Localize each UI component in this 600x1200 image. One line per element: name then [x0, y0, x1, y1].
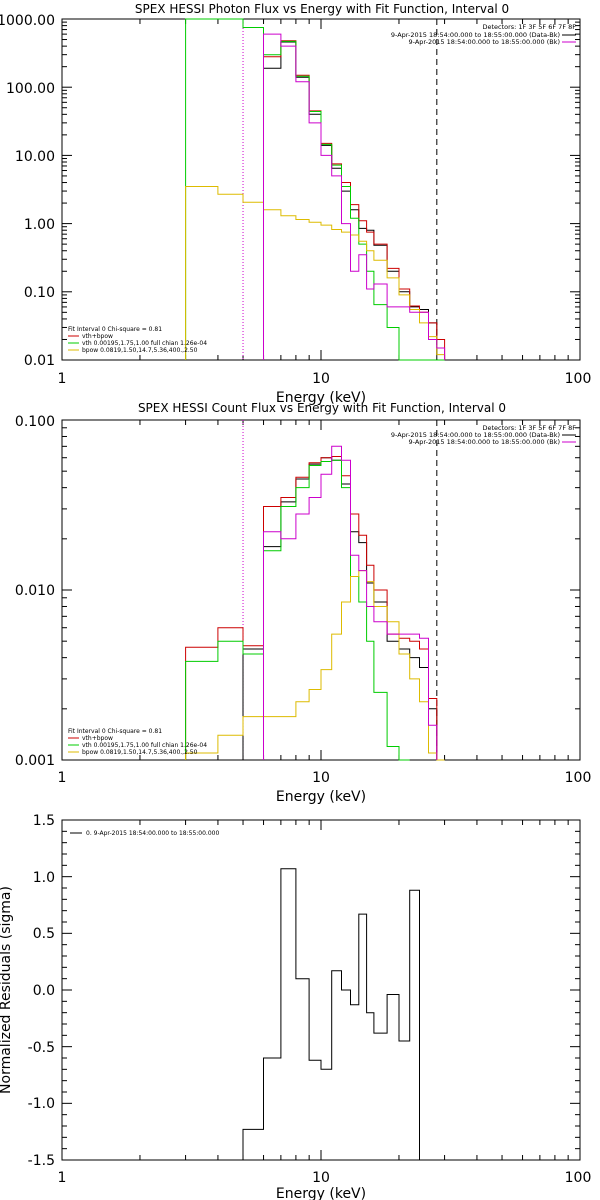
- y-tick-label: -0.5: [28, 1040, 55, 1056]
- total-fit-histogram: [185, 456, 438, 760]
- fit-interval-label: Fit Interval 0 Chi-square = 0.81: [68, 326, 162, 333]
- y-tick-label: 0.001: [15, 753, 55, 769]
- y-tick-label: 0.10: [24, 285, 55, 301]
- y-tick-label: 0.5: [33, 926, 55, 942]
- legend-entry-total: vth+bpow: [82, 333, 113, 340]
- y-tick-label: -1.5: [28, 1153, 55, 1169]
- y-tick-label: 1.0: [33, 870, 55, 886]
- panel3-legend: 0. 9-Apr-2015 18:54:00.000 to 18:55:00.0…: [70, 830, 219, 837]
- legend-entry-data: 9-Apr-2015 18:54:00.000 to 18:55:00.000 …: [391, 31, 560, 39]
- legend-entry-vth: vth 0.00195,1.75,1.00 full chian 1.26e-0…: [82, 742, 207, 749]
- panel2-x-axis-label: Energy (keV): [276, 789, 366, 805]
- panel1-x-tick-labels: 1 10 100: [58, 371, 592, 387]
- y-tick-label: 1.00: [24, 217, 55, 233]
- panel3-frame: [61, 819, 581, 1161]
- x-tick-label: 10: [312, 1170, 330, 1186]
- vth-fit-histogram: [185, 18, 445, 361]
- bpow-fit-histogram: [185, 186, 446, 360]
- legend-entry-data: 9-Apr-2015 18:54:00.000 to 18:55:00.000 …: [391, 431, 560, 439]
- bpow-fit-histogram: [185, 570, 445, 761]
- data-minus-bk-histogram: [242, 457, 438, 760]
- x-tick-label: 1: [58, 1170, 67, 1186]
- panel2-y-tick-labels: 0.001 0.010 0.100: [15, 414, 55, 769]
- legend-entry-bpow: bpow 0.0819,1.50,14.7,5.36,400.,2.50: [82, 347, 198, 354]
- panel3-series: [242, 868, 420, 1160]
- panel2-x-tick-labels: 1 10 100: [58, 770, 592, 786]
- panel2-title: SPEX HESSI Count Flux vs Energy with Fit…: [138, 401, 506, 415]
- background-histogram: [263, 445, 438, 760]
- y-tick-label: 100.00: [6, 81, 55, 97]
- x-tick-label: 10: [312, 371, 330, 387]
- count-flux-panel: SPEX HESSI Count Flux vs Energy with Fit…: [15, 401, 591, 805]
- residuals-panel: -1.5 -1.0 -0.5 0.0 0.5 1.0 1.5 1 10 100 …: [0, 813, 591, 1200]
- y-tick-label: 0.01: [24, 353, 55, 369]
- background-histogram: [263, 33, 446, 360]
- fit-interval-label: Fit Interval 0 Chi-square = 0.81: [68, 728, 162, 735]
- legend-entry-bk: 9-Apr-2015 18:54:00.000 to 18:55:00.000 …: [409, 438, 560, 446]
- panel1-x-axis-label: Energy (keV): [276, 390, 366, 406]
- panel1-legend-top-right: Detectors: 1F 3F 5F 6F 7F 8F 9-Apr-2015 …: [391, 23, 576, 46]
- legend-entry-bpow: bpow 0.0819,1.50,14.7,5.36,400.,2.50: [82, 749, 198, 756]
- photon-flux-panel: SPEX HESSI Photon Flux vs Energy with Fi…: [0, 2, 591, 406]
- panel2-frame: [61, 419, 581, 761]
- x-tick-label: 10: [312, 770, 330, 786]
- panel1-y-tick-labels: 0.01 0.10 1.00 10.00 100.00 1000.00: [0, 13, 55, 369]
- legend-entry-vth: vth 0.00195,1.75,1.00 full chian 1.26e-0…: [82, 340, 207, 347]
- panel2-ticks: [62, 419, 580, 761]
- x-tick-label: 100: [565, 371, 592, 387]
- x-tick-label: 100: [565, 770, 592, 786]
- detectors-label: Detectors: 1F 3F 5F 6F 7F 8F: [482, 23, 576, 31]
- panel1-frame: [61, 18, 581, 361]
- panel3-x-axis-label: Energy (keV): [276, 1186, 366, 1200]
- panel1-series: [185, 18, 446, 361]
- panel3-x-tick-labels: 1 10 100: [58, 1170, 592, 1186]
- panel3-ticks: [62, 819, 580, 1161]
- panel3-y-axis-label: Normalized Residuals (sigma): [0, 886, 14, 1094]
- panel2-legend-bottom-left: Fit Interval 0 Chi-square = 0.81 vth+bpo…: [68, 728, 207, 756]
- panel1-energy-range-markers: [242, 19, 438, 360]
- residuals-histogram: [242, 868, 420, 1160]
- panel2-legend-top-right: Detectors: 1F 3F 5F 6F 7F 8F 9-Apr-2015 …: [391, 424, 576, 446]
- panel1-title: SPEX HESSI Photon Flux vs Energy with Fi…: [135, 2, 509, 16]
- panel2-series: [185, 445, 445, 761]
- vth-fit-histogram: [185, 459, 410, 761]
- legend-entry-residual: 0. 9-Apr-2015 18:54:00.000 to 18:55:00.0…: [86, 830, 219, 837]
- legend-entry-bk: 9-Apr-2015 18:54:00.000 to 18:55:00.000 …: [409, 38, 560, 46]
- y-tick-label: 0.100: [15, 414, 55, 430]
- x-tick-label: 100: [565, 1170, 592, 1186]
- y-tick-label: 1000.00: [0, 13, 55, 29]
- legend-entry-total: vth+bpow: [82, 735, 113, 742]
- x-tick-label: 1: [58, 770, 67, 786]
- panel1-legend-bottom-left: Fit Interval 0 Chi-square = 0.81 vth+bpo…: [68, 326, 207, 354]
- y-tick-label: 1.5: [33, 813, 55, 829]
- y-tick-label: 10.00: [15, 149, 55, 165]
- y-tick-label: -1.0: [28, 1096, 55, 1112]
- y-tick-label: 0.010: [15, 583, 55, 599]
- panel2-energy-range-markers: [242, 420, 438, 760]
- y-tick-label: 0.0: [33, 983, 55, 999]
- panel1-ticks: [62, 18, 580, 361]
- detectors-label: Detectors: 1F 3F 5F 6F 7F 8F: [482, 424, 576, 432]
- x-tick-label: 1: [58, 371, 67, 387]
- panel3-y-tick-labels: -1.5 -1.0 -0.5 0.0 0.5 1.0 1.5: [28, 813, 55, 1169]
